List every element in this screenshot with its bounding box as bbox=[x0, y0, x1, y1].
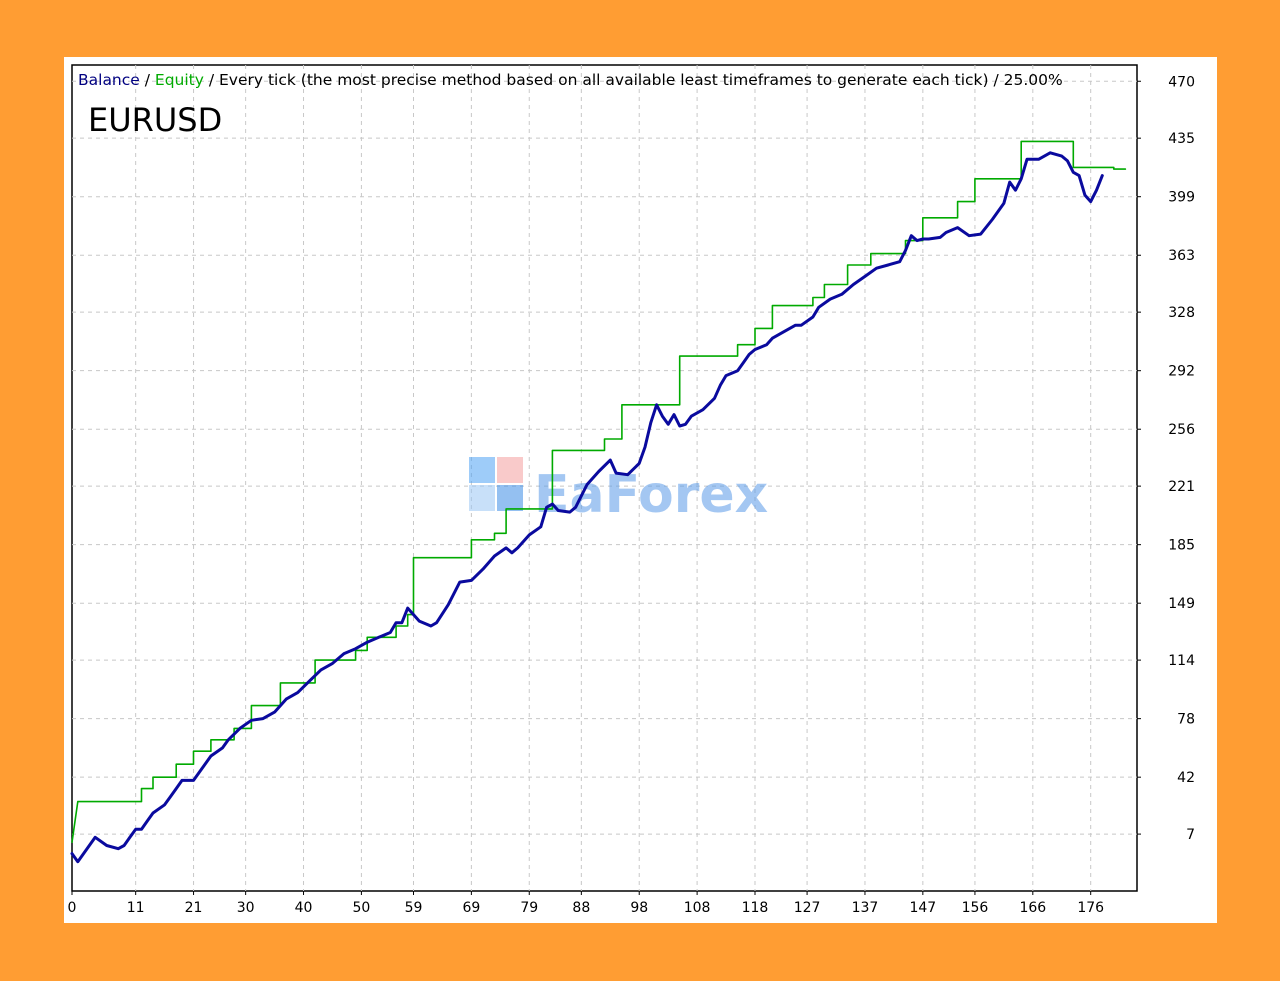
grid-layer bbox=[72, 65, 1137, 891]
legend-equity: Equity bbox=[155, 71, 204, 89]
chart-header: Balance / Equity / Every tick (the most … bbox=[78, 71, 1063, 89]
chart-frame: EaForex 0 11 21 30 40 50 59 69 79 88 98 108 118 127 13… bbox=[64, 57, 1217, 923]
x-tick-label: 79 bbox=[520, 900, 538, 916]
x-tick-label: 88 bbox=[572, 900, 590, 916]
y-tick-label: 363 bbox=[1168, 248, 1195, 264]
y-tick-label: 42 bbox=[1177, 770, 1195, 786]
x-tick-label: 98 bbox=[630, 900, 648, 916]
y-tick-label: 256 bbox=[1168, 422, 1195, 438]
y-axis-ticks: 7 42 78 114 149 185 221 256 292 328 363 399 435 470 bbox=[1137, 74, 1195, 843]
symbol-label: EURUSD bbox=[88, 101, 222, 139]
x-tick-label: 147 bbox=[909, 900, 936, 916]
y-tick-label: 78 bbox=[1177, 712, 1195, 728]
x-tick-label: 0 bbox=[68, 900, 77, 916]
x-tick-label: 118 bbox=[742, 900, 769, 916]
series-layer bbox=[70, 140, 1127, 864]
x-tick-label: 50 bbox=[352, 900, 370, 916]
watermark-logo-icon bbox=[469, 457, 523, 511]
equity-line bbox=[70, 151, 1104, 864]
y-tick-label: 185 bbox=[1168, 538, 1195, 554]
x-axis-ticks: 0 11 21 30 40 50 59 69 79 88 98 108 118 127 137 147 156 1… bbox=[68, 891, 1104, 916]
chart-svg: EaForex 0 11 21 30 40 50 59 69 79 88 98 108 118 127 13… bbox=[68, 64, 1195, 916]
watermark: EaForex bbox=[469, 457, 768, 525]
y-tick-label: 292 bbox=[1168, 364, 1195, 380]
legend-balance: Balance bbox=[78, 71, 140, 89]
y-tick-label: 470 bbox=[1168, 74, 1195, 90]
x-tick-label: 156 bbox=[962, 900, 989, 916]
plot-area bbox=[71, 64, 1138, 892]
x-tick-label: 176 bbox=[1077, 900, 1104, 916]
chart-description: / Every tick (the most precise method ba… bbox=[204, 71, 1063, 89]
x-tick-label: 40 bbox=[295, 900, 313, 916]
y-tick-label: 221 bbox=[1168, 479, 1195, 495]
y-tick-label: 435 bbox=[1168, 131, 1195, 147]
y-tick-label: 114 bbox=[1168, 653, 1195, 669]
x-tick-label: 59 bbox=[405, 900, 423, 916]
x-tick-label: 108 bbox=[684, 900, 711, 916]
y-tick-label: 399 bbox=[1168, 190, 1195, 206]
x-tick-label: 127 bbox=[794, 900, 821, 916]
x-tick-label: 21 bbox=[185, 900, 203, 916]
y-tick-label: 7 bbox=[1186, 827, 1195, 843]
legend-separator: / bbox=[140, 71, 155, 89]
y-tick-label: 328 bbox=[1168, 305, 1195, 321]
x-tick-label: 137 bbox=[852, 900, 879, 916]
watermark-text: EaForex bbox=[534, 465, 768, 525]
x-tick-label: 166 bbox=[1019, 900, 1046, 916]
y-tick-label: 149 bbox=[1168, 596, 1195, 612]
x-tick-label: 30 bbox=[237, 900, 255, 916]
x-tick-label: 11 bbox=[127, 900, 145, 916]
x-tick-label: 69 bbox=[462, 900, 480, 916]
